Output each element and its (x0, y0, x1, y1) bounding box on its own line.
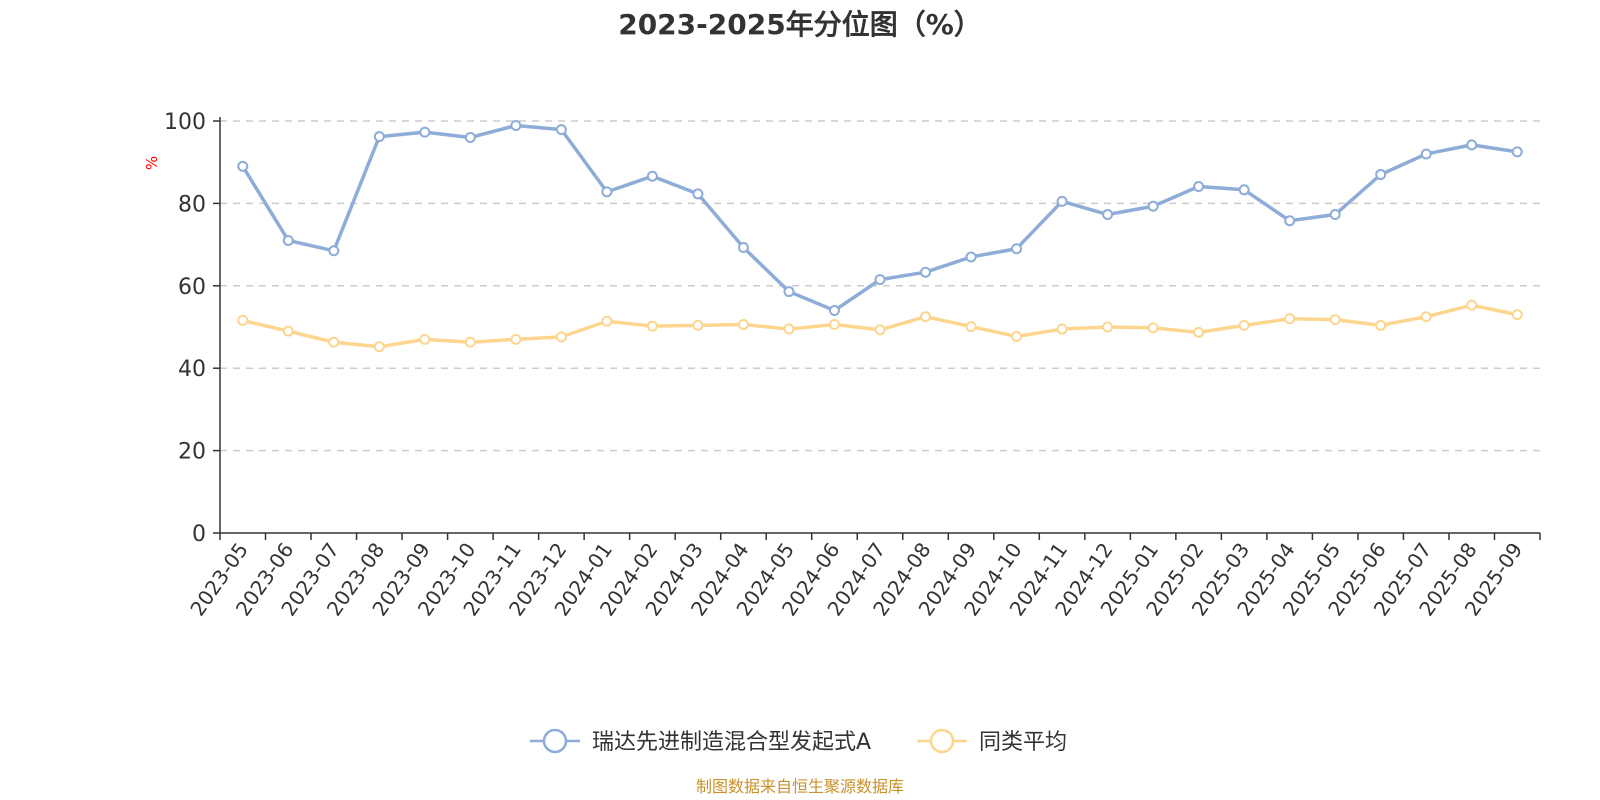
data-point[interactable] (1420, 311, 1432, 323)
data-point[interactable] (783, 323, 795, 335)
data-point[interactable] (601, 315, 613, 327)
data-point[interactable] (874, 274, 886, 286)
data-point[interactable] (1056, 195, 1068, 207)
series-2 (237, 299, 1523, 353)
data-point[interactable] (555, 124, 567, 136)
data-point[interactable] (1193, 181, 1205, 193)
data-point[interactable] (282, 325, 294, 337)
data-point[interactable] (920, 266, 932, 278)
y-tick-label: 40 (178, 357, 206, 382)
y-axis-label: % (143, 156, 161, 170)
legend-label: 瑞达先进制造混合型发起式A (592, 730, 871, 755)
data-point[interactable] (692, 188, 704, 200)
data-point[interactable] (737, 241, 749, 253)
data-point[interactable] (1147, 322, 1159, 334)
data-point[interactable] (282, 234, 294, 246)
data-point[interactable] (510, 333, 522, 345)
data-point[interactable] (1193, 326, 1205, 338)
data-point[interactable] (373, 341, 385, 353)
data-point[interactable] (1102, 321, 1114, 333)
data-point[interactable] (1329, 209, 1341, 221)
data-point[interactable] (1329, 314, 1341, 326)
data-point[interactable] (828, 319, 840, 331)
data-point[interactable] (1238, 319, 1250, 331)
data-point[interactable] (237, 160, 249, 172)
y-tick-label: 60 (178, 275, 206, 300)
data-point[interactable] (828, 305, 840, 317)
axes: 0204060801002023-052023-062023-072023-08… (164, 110, 1541, 620)
grid-lines (220, 120, 1540, 452)
data-point[interactable] (1375, 169, 1387, 181)
data-point[interactable] (1284, 215, 1296, 227)
data-point[interactable] (237, 314, 249, 326)
y-tick-label: 80 (178, 192, 206, 217)
data-point[interactable] (555, 331, 567, 343)
chart-title: 2023-2025年分位图（%） (618, 8, 982, 41)
y-tick-label: 0 (192, 522, 206, 547)
data-point[interactable] (601, 186, 613, 198)
data-point[interactable] (1466, 299, 1478, 311)
data-point[interactable] (1420, 148, 1432, 160)
data-point[interactable] (1284, 313, 1296, 325)
legend-item-1[interactable]: 瑞达先进制造混合型发起式A (530, 728, 871, 755)
y-tick-label: 100 (164, 110, 206, 135)
legend-label: 同类平均 (979, 730, 1067, 755)
data-point[interactable] (328, 245, 340, 257)
data-point[interactable] (1011, 330, 1023, 342)
y-tick-label: 20 (178, 440, 206, 465)
data-point[interactable] (1056, 323, 1068, 335)
data-point[interactable] (1466, 139, 1478, 151)
data-point[interactable] (920, 311, 932, 323)
data-point[interactable] (464, 131, 476, 143)
data-point[interactable] (419, 126, 431, 138)
data-point[interactable] (646, 170, 658, 182)
data-point[interactable] (373, 131, 385, 143)
data-point[interactable] (965, 321, 977, 333)
series-1 (237, 120, 1523, 317)
data-point[interactable] (1011, 243, 1023, 255)
data-point[interactable] (1511, 146, 1523, 158)
source-note: 制图数据来自恒生聚源数据库 (696, 777, 904, 796)
data-point[interactable] (646, 320, 658, 332)
legend-circle-icon (929, 728, 955, 754)
legend-circle-icon (542, 728, 568, 754)
data-point[interactable] (1147, 200, 1159, 212)
data-point[interactable] (783, 286, 795, 298)
data-point[interactable] (464, 336, 476, 348)
series-layer (237, 120, 1523, 353)
data-point[interactable] (510, 120, 522, 132)
legend[interactable]: 瑞达先进制造混合型发起式A 同类平均 (530, 728, 1067, 755)
data-point[interactable] (692, 319, 704, 331)
legend-item-2[interactable]: 同类平均 (917, 728, 1067, 755)
data-point[interactable] (419, 333, 431, 345)
data-point[interactable] (965, 251, 977, 263)
data-point[interactable] (1375, 319, 1387, 331)
data-point[interactable] (737, 319, 749, 331)
data-point[interactable] (328, 336, 340, 348)
data-point[interactable] (1102, 209, 1114, 221)
data-point[interactable] (874, 324, 886, 336)
data-point[interactable] (1511, 309, 1523, 321)
data-point[interactable] (1238, 184, 1250, 196)
